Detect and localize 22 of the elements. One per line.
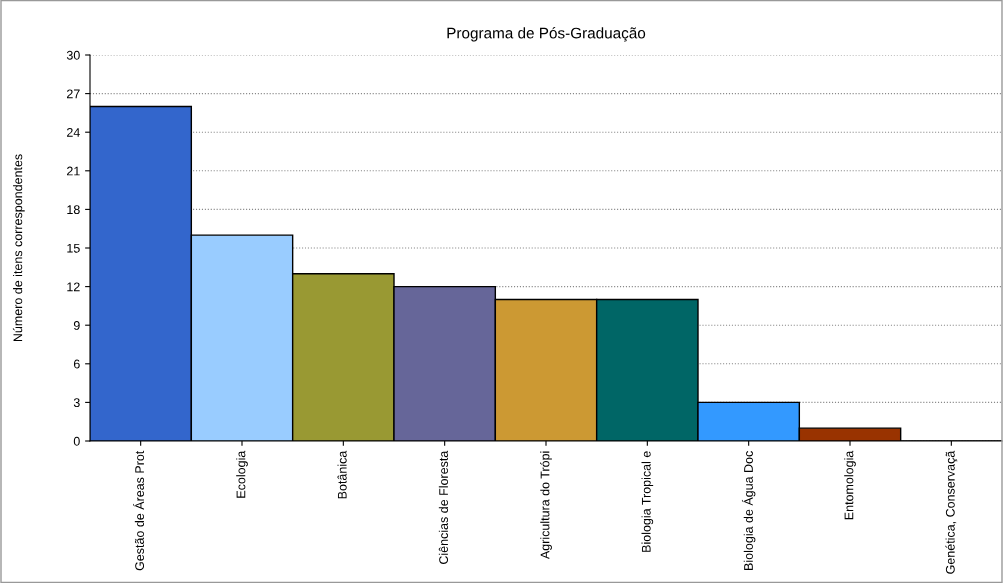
x-tick-label: Biologia Tropical e: [641, 451, 654, 552]
y-tick-label: 30: [66, 50, 80, 60]
x-tick-label: Biologia de Água Doc: [741, 451, 756, 570]
x-tick-label: Ciências de Floresta: [438, 450, 449, 565]
x-tick-label: Genética, Conservaçã: [945, 450, 958, 574]
x-tick-label: Ecologia: [236, 450, 248, 498]
x-tick-label: Botânica: [337, 450, 347, 499]
y-tick-label: 3: [73, 398, 80, 408]
y-tick-label: 12: [67, 282, 80, 292]
y-tick-label: 27: [67, 89, 80, 99]
y-tick-label: 18: [67, 205, 80, 215]
x-tick-label: Gestão de Áreas Prot: [133, 450, 145, 571]
y-tick-label: 21: [67, 166, 80, 176]
y-tick-label: 9: [73, 321, 80, 330]
x-tick-label: Entomologia: [844, 450, 856, 520]
y-tick-label: 15: [67, 243, 80, 253]
y-tick-label: 0: [73, 436, 80, 446]
chart-title: Programa de Pós-Graduação: [447, 27, 646, 42]
x-tick-label: Agricultura do Trópi: [540, 451, 552, 560]
y-tick-label: 24: [67, 128, 80, 137]
y-axis-title: Número de itens correspondentes: [12, 154, 25, 342]
y-tick-label: 6: [73, 359, 80, 369]
